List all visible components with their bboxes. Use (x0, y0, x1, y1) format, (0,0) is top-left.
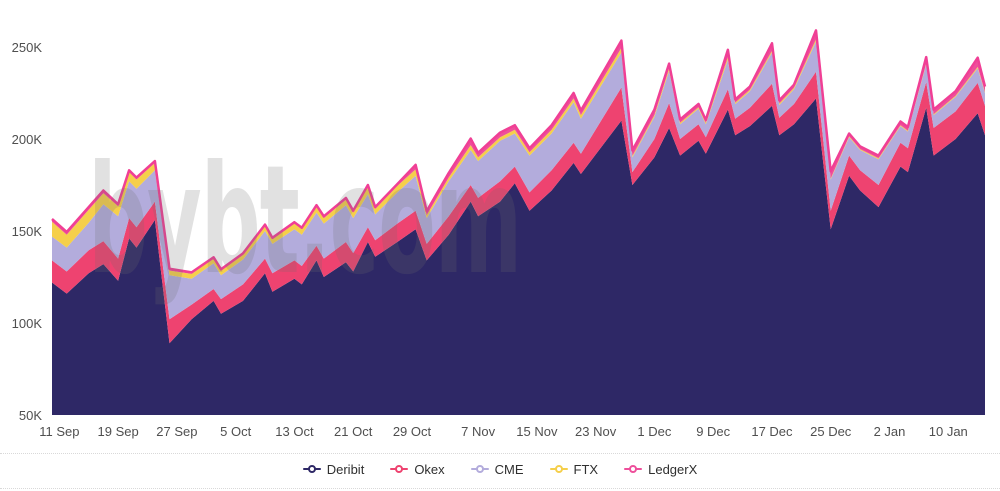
stack-top-edge (51, 29, 987, 274)
legend-label: LedgerX (648, 461, 698, 477)
legend-marker-icon (549, 465, 568, 474)
x-axis-label-15-nov: 15 Nov (516, 424, 558, 439)
x-axis-label-9-dec: 9 Dec (696, 424, 731, 439)
x-axis-label-19-sep: 19 Sep (97, 424, 139, 439)
x-axis-label-7-nov: 7 Nov (461, 424, 496, 439)
legend-marker-dot (395, 465, 404, 473)
legend-label: Deribit (326, 461, 365, 477)
separator-line-bottom (0, 488, 1000, 489)
legend-marker-icon (302, 465, 321, 474)
x-axis-label-13-oct: 13 Oct (275, 424, 314, 439)
y-axis-label-150k: 150K (11, 223, 42, 239)
area-series-deribit (52, 98, 985, 415)
stacked-area-plot[interactable] (0, 0, 1000, 450)
x-axis-label-17-dec: 17 Dec (751, 424, 793, 439)
x-axis-label-29-oct: 29 Oct (392, 424, 432, 439)
y-axis-label-50k: 50K (18, 407, 42, 423)
x-axis-label-5-oct: 5 Oct (220, 424, 252, 439)
legend-item-ledgerx[interactable]: LedgerX (624, 462, 697, 477)
legend-marker-dot (475, 465, 484, 473)
x-axis-label-11-sep: 11 Sep (39, 424, 80, 439)
legend-label: CME (494, 461, 524, 477)
legend-marker-icon (470, 465, 489, 474)
area-series-okex (52, 71, 985, 344)
legend-item-ftx[interactable]: FTX (549, 461, 599, 477)
legend-marker-dot (554, 465, 563, 473)
legend-item-deribit[interactable]: Deribit (302, 461, 365, 477)
legend-marker-icon (390, 465, 409, 474)
x-axis-label-25-dec: 25 Dec (810, 424, 852, 439)
legend-label: FTX (573, 461, 599, 477)
x-axis-label-10-jan: 10 Jan (928, 424, 968, 439)
legend-marker-dot (629, 465, 638, 473)
legend-marker-dot (307, 465, 316, 473)
legend: Deribit Okex CME FTX LedgerX (0, 452, 1000, 486)
x-axis-label-1-dec: 1 Dec (637, 424, 672, 439)
x-axis-label-2-jan: 2 Jan (873, 424, 906, 439)
x-axis-label-23-nov: 23 Nov (575, 424, 617, 439)
y-axis-label-250k: 250K (11, 39, 42, 55)
legend-item-okex[interactable]: Okex (390, 461, 445, 477)
legend-label: Okex (414, 461, 445, 477)
y-axis-label-200k: 200K (11, 131, 42, 147)
separator-line (0, 453, 1000, 454)
x-axis-label-21-oct: 21 Oct (334, 424, 373, 439)
x-axis-label-27-sep: 27 Sep (156, 424, 198, 439)
legend-item-cme[interactable]: CME (470, 461, 524, 477)
area-series-cme (52, 41, 985, 320)
legend-marker-icon (624, 465, 643, 474)
y-axis-label-100k: 100K (11, 315, 42, 331)
